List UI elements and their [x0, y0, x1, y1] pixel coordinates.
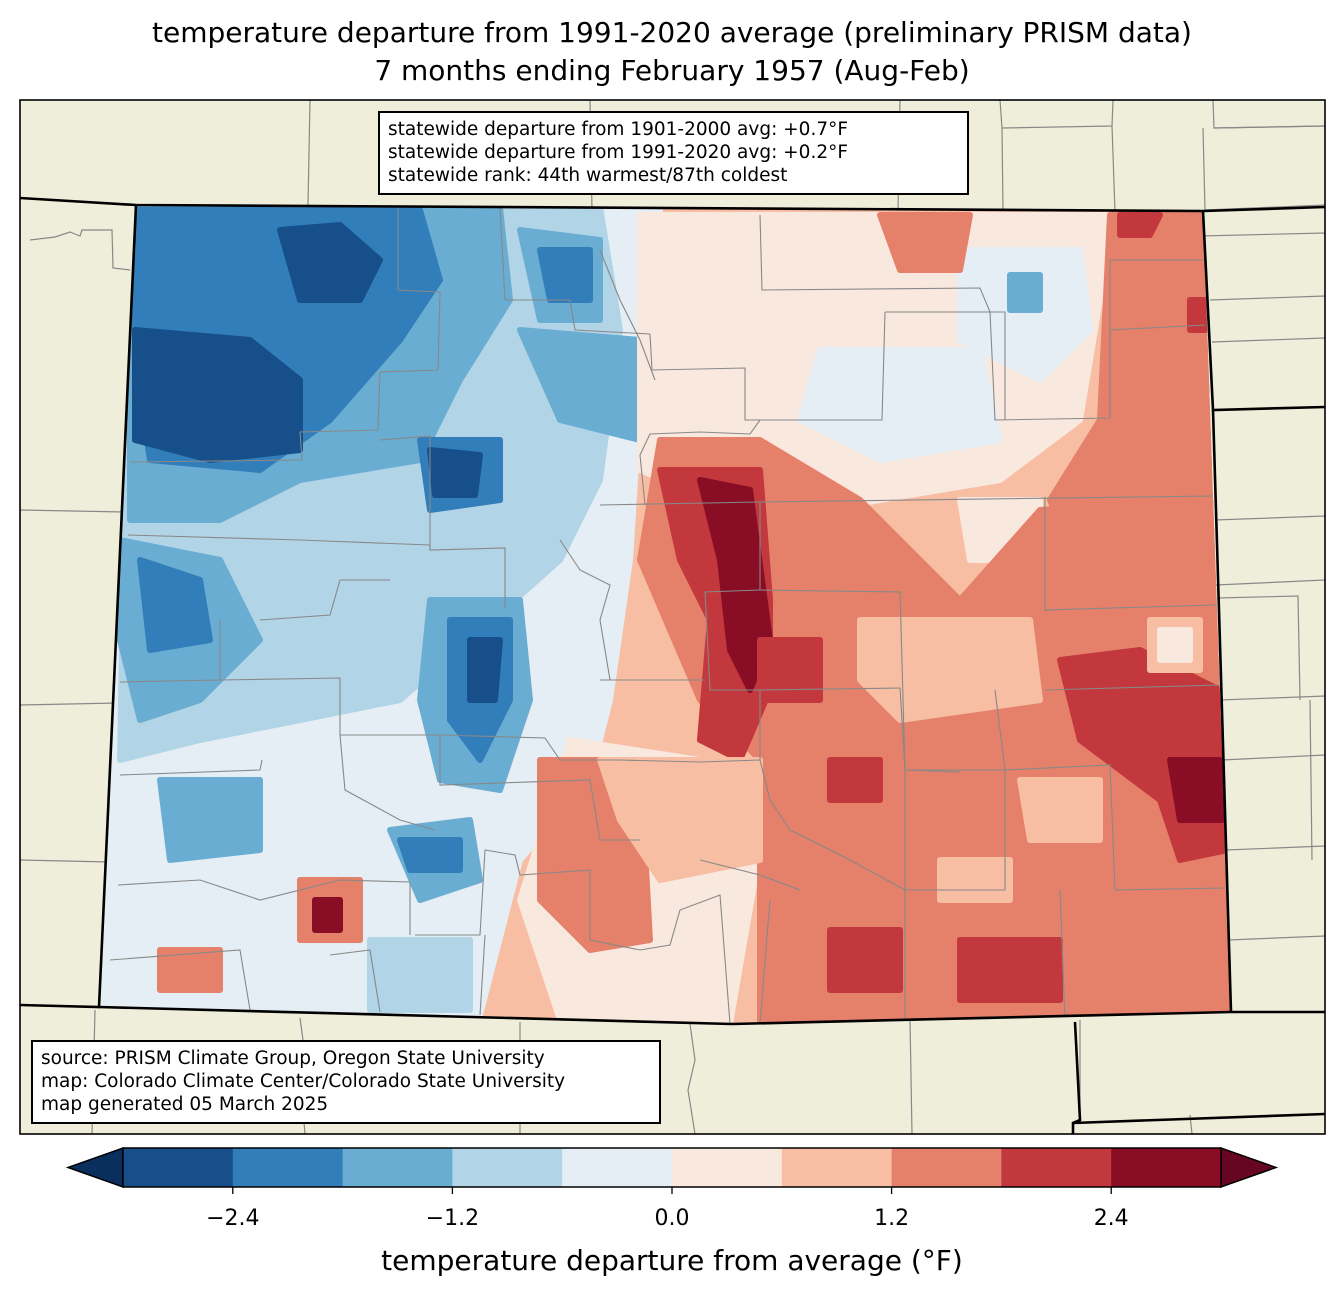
source-map-credit: map: Colorado Climate Center/Colorado St…	[41, 1071, 566, 1092]
contour-region	[137, 557, 213, 653]
map-subtitle: 7 months ending February 1957 (Aug-Feb)	[374, 54, 970, 87]
colorbar-label: temperature departure from average (°F)	[381, 1244, 963, 1277]
contour-region	[597, 757, 763, 883]
contour-region	[877, 212, 973, 273]
colorbar-tick-label: 0.0	[654, 1206, 690, 1231]
colorbar-bin	[123, 1148, 234, 1187]
contour-region	[1167, 757, 1225, 823]
contour-region	[427, 447, 483, 498]
contour-region	[132, 327, 303, 463]
contour-region	[827, 757, 883, 803]
contour-region	[467, 637, 503, 703]
state-boundaries	[20, 196, 1325, 1134]
colorbar-tick-label: 2.4	[1093, 1206, 1129, 1231]
contour-region	[757, 637, 823, 703]
stats-rank: statewide rank: 44th warmest/87th coldes…	[388, 165, 788, 186]
colorbar-bin	[891, 1148, 1002, 1187]
contour-region	[1017, 777, 1103, 843]
source-generated-date: map generated 05 March 2025	[41, 1094, 329, 1115]
contour-region	[937, 857, 1013, 903]
contour-region	[277, 222, 383, 303]
colorbar-bin	[1001, 1148, 1112, 1187]
contour-region	[1157, 627, 1193, 663]
colorbar-bin	[452, 1148, 563, 1187]
map-title: temperature departure from 1991-2020 ave…	[152, 16, 1192, 49]
contour-region	[312, 897, 343, 933]
contour-region	[397, 837, 463, 873]
map-frame	[19, 99, 1326, 1135]
colorbar-bin	[781, 1148, 893, 1187]
source-box: source: PRISM Climate Group, Oregon Stat…	[31, 1040, 661, 1124]
contour-region	[1187, 297, 1208, 333]
colorbar-tick-label: 1.2	[874, 1206, 910, 1231]
colorbar-bin	[232, 1148, 344, 1187]
contour-region	[1007, 272, 1043, 313]
contour-region	[957, 247, 1093, 383]
stats-departure-1901-2000: statewide departure from 1901-2000 avg: …	[388, 119, 848, 140]
colorado-county-lines	[109, 205, 1226, 1024]
colorbar-bin	[562, 1148, 673, 1187]
source-prism: source: PRISM Climate Group, Oregon Stat…	[41, 1048, 545, 1069]
stats-departure-1991-2020: statewide departure from 1991-2020 avg: …	[388, 142, 848, 163]
colorbar-bin	[672, 1148, 783, 1187]
colorbar-over-extension	[1220, 1146, 1279, 1189]
contour-region	[1117, 212, 1163, 238]
contour-region	[797, 347, 1003, 463]
contour-region	[367, 937, 473, 1013]
contour-region	[157, 777, 263, 863]
colorbar-tick-label: −2.4	[206, 1206, 260, 1231]
colorbar	[65, 1146, 1279, 1194]
contour-region	[827, 927, 903, 993]
contour-region	[957, 937, 1063, 1003]
contour-region	[537, 247, 593, 303]
statewide-stats-box: statewide departure from 1901-2000 avg: …	[378, 111, 969, 195]
colorbar-bin	[1111, 1148, 1222, 1187]
colorbar-bin	[342, 1148, 453, 1187]
contour-region	[857, 617, 1043, 723]
colorbar-under-extension	[65, 1146, 124, 1189]
colorbar-tick-label: −1.2	[425, 1206, 480, 1231]
contour-region	[157, 947, 223, 993]
